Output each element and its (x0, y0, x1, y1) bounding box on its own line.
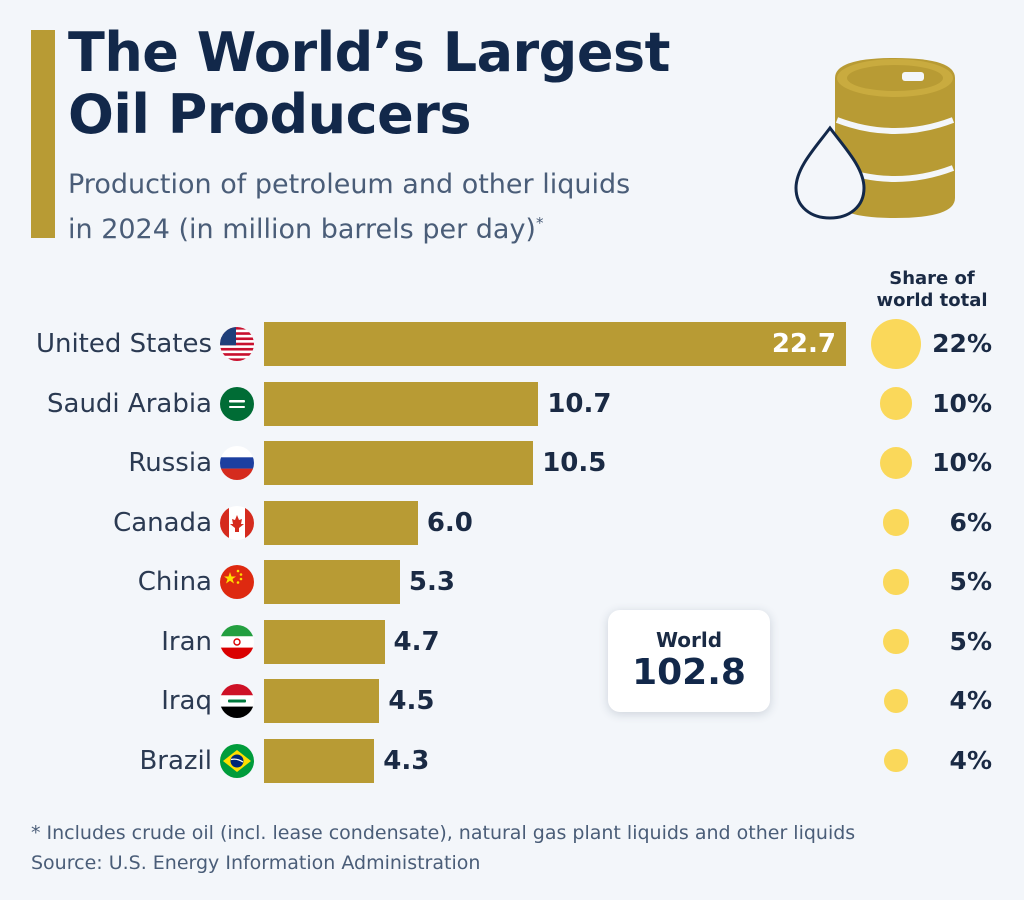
category-label-iran: Iran (161, 626, 212, 657)
value-label-united-states: 22.7 (771, 329, 836, 359)
footnote: * Includes crude oil (incl. lease conden… (31, 822, 856, 844)
share-label-russia: 10% (932, 448, 992, 477)
bar-canada (264, 500, 418, 545)
share-header-line-2: world total (876, 290, 988, 311)
share-label-iran: 5% (949, 626, 992, 656)
category-label-iraq: Iraq (161, 686, 212, 716)
world-total-box: World 102.8 (608, 610, 770, 712)
china-flag-icon (220, 565, 254, 599)
us-flag-icon (220, 327, 254, 361)
title-line-2: Oil Producers (68, 83, 472, 146)
bar-saudi-arabia (264, 381, 539, 426)
share-bubble-russia (879, 446, 913, 480)
iraq-flag-icon (220, 684, 254, 718)
bar-russia (264, 441, 534, 485)
chart-title: The World’s Largest Oil Producers (68, 22, 670, 146)
value-label-iraq: 4.5 (388, 686, 435, 716)
chart-subtitle: Production of petroleum and other liquid… (68, 166, 630, 249)
saudi-arabia-flag-icon (220, 386, 254, 421)
value-label-canada: 6.0 (426, 507, 473, 538)
category-label-saudi-arabia: Saudi Arabia (47, 388, 212, 419)
share-label-brazil: 4% (949, 745, 992, 775)
share-column-header: Share of world total (862, 268, 1002, 312)
share-label-canada: 6% (949, 507, 992, 537)
share-bubble-united-states (871, 319, 921, 369)
bar-brazil (264, 738, 375, 783)
subtitle-line-2: in 2024 (in million barrels per day) (68, 214, 536, 245)
share-header-line-1: Share of (889, 268, 975, 289)
category-label-china: China (137, 567, 212, 597)
share-bubble-saudi-arabia (879, 387, 913, 420)
share-label-saudi-arabia: 10% (932, 388, 992, 418)
bar-iran (264, 619, 385, 664)
value-label-russia: 10.5 (542, 448, 607, 478)
value-label-china: 5.3 (408, 567, 455, 597)
brazil-flag-icon (220, 743, 254, 778)
russia-flag-icon (220, 446, 254, 480)
title-line-1: The World’s Largest (68, 21, 670, 84)
share-bubble-iraq (884, 689, 908, 713)
value-label-saudi-arabia: 10.7 (547, 388, 612, 419)
bar-iraq (264, 679, 380, 723)
share-bubble-canada (882, 509, 910, 536)
share-bubble-china (883, 569, 909, 595)
value-label-brazil: 4.3 (383, 745, 430, 776)
iran-flag-icon (220, 624, 254, 659)
title-accent-bar (31, 30, 55, 238)
share-bubble-brazil (884, 748, 908, 773)
category-label-brazil: Brazil (139, 745, 212, 776)
category-label-russia: Russia (128, 448, 212, 478)
world-label: World (655, 628, 723, 652)
bar-china (264, 560, 400, 604)
share-bubble-iran (883, 628, 909, 655)
canada-flag-icon (220, 505, 254, 540)
subtitle-footnote-mark: * (535, 214, 544, 232)
value-label-iran: 4.7 (393, 626, 440, 657)
subtitle-line-1: Production of petroleum and other liquid… (68, 169, 631, 200)
world-value: 102.8 (632, 652, 746, 693)
share-label-united-states: 22% (932, 329, 992, 358)
oil-barrel-icon (794, 58, 955, 220)
share-label-iraq: 4% (949, 686, 992, 715)
bar-united-states (264, 322, 846, 366)
source-note: Source: U.S. Energy Information Administ… (31, 852, 481, 874)
category-label-canada: Canada (113, 507, 212, 538)
category-label-united-states: United States (35, 329, 212, 359)
share-label-china: 5% (949, 567, 992, 596)
